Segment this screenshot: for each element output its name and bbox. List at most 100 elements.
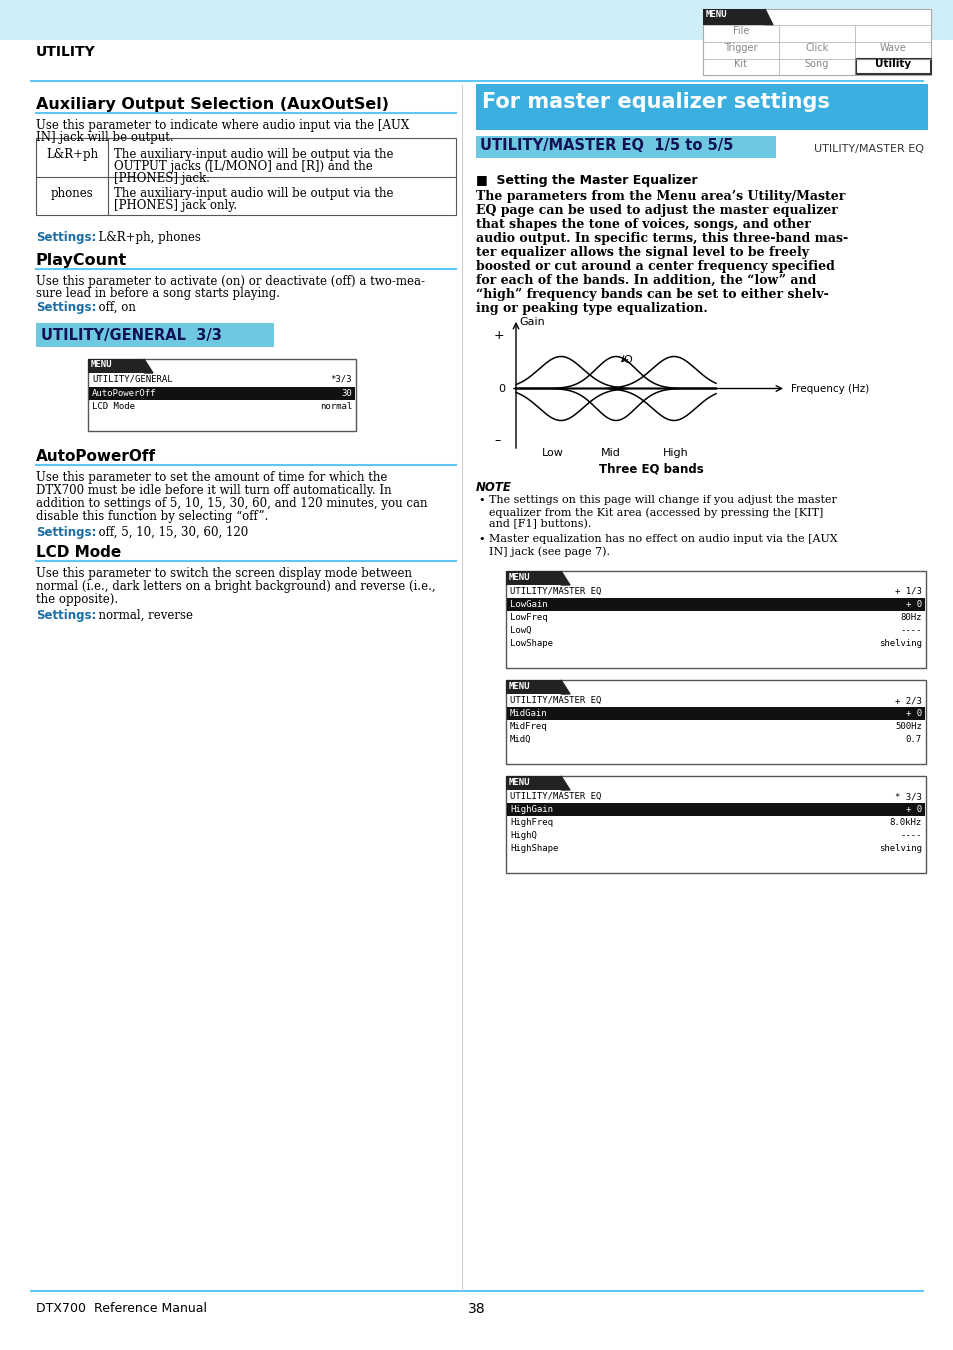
Text: MidGain: MidGain xyxy=(510,709,547,718)
Text: audio output. In specific terms, this three-band mas-: audio output. In specific terms, this th… xyxy=(476,232,847,244)
Text: normal: normal xyxy=(319,402,352,410)
Text: Settings:: Settings: xyxy=(36,526,96,539)
Text: AutoPowerOff: AutoPowerOff xyxy=(91,389,156,398)
Text: MENU: MENU xyxy=(509,778,530,787)
Text: AutoPowerOff: AutoPowerOff xyxy=(36,450,156,464)
Text: 38: 38 xyxy=(468,1301,485,1316)
Text: LowFreq: LowFreq xyxy=(510,613,547,622)
Text: Click: Click xyxy=(804,43,828,53)
Text: LowGain: LowGain xyxy=(510,599,547,609)
Text: ■  Setting the Master Equalizer: ■ Setting the Master Equalizer xyxy=(476,174,697,188)
Text: UTILITY/GENERAL  3/3: UTILITY/GENERAL 3/3 xyxy=(41,328,222,343)
Bar xyxy=(30,1289,923,1292)
Text: Song: Song xyxy=(804,59,828,69)
Text: The auxiliary-input audio will be output via the: The auxiliary-input audio will be output… xyxy=(113,186,393,200)
Text: UTILITY/MASTER EQ: UTILITY/MASTER EQ xyxy=(510,792,600,801)
Bar xyxy=(505,571,925,668)
Text: Use this parameter to switch the screen display mode between: Use this parameter to switch the screen … xyxy=(36,567,412,580)
Text: Auxiliary Output Selection (AuxOutSel): Auxiliary Output Selection (AuxOutSel) xyxy=(36,97,389,112)
Polygon shape xyxy=(560,680,569,694)
Text: Wave: Wave xyxy=(879,43,905,53)
Bar xyxy=(30,80,923,82)
Text: ter equalizer allows the signal level to be freely: ter equalizer allows the signal level to… xyxy=(476,246,808,259)
Text: ----: ---- xyxy=(900,626,921,634)
Text: 0: 0 xyxy=(497,383,504,393)
Text: equalizer from the Kit area (accessed by pressing the [KIT]: equalizer from the Kit area (accessed by… xyxy=(489,508,822,517)
Text: For master equalizer settings: For master equalizer settings xyxy=(481,92,829,112)
Bar xyxy=(476,136,775,158)
Text: High: High xyxy=(662,448,688,458)
Text: Low: Low xyxy=(541,448,563,458)
Bar xyxy=(88,359,144,373)
Text: The parameters from the Menu area’s Utility/Master: The parameters from the Menu area’s Util… xyxy=(476,190,844,202)
Bar xyxy=(0,0,953,40)
Text: UTILITY: UTILITY xyxy=(36,45,95,59)
Polygon shape xyxy=(560,776,569,790)
Text: LowShape: LowShape xyxy=(510,639,553,648)
Text: phones: phones xyxy=(51,186,93,200)
Text: [PHONES] jack only.: [PHONES] jack only. xyxy=(113,198,237,212)
Text: File: File xyxy=(732,26,748,36)
Text: + 2/3: + 2/3 xyxy=(894,697,921,705)
Bar xyxy=(702,9,764,26)
Text: MENU: MENU xyxy=(509,572,530,582)
Text: MENU: MENU xyxy=(705,9,727,19)
Text: *3/3: *3/3 xyxy=(330,375,352,383)
Text: Trigger: Trigger xyxy=(723,43,757,53)
Text: Kit: Kit xyxy=(734,59,747,69)
Text: Settings:: Settings: xyxy=(36,301,96,315)
Bar xyxy=(505,571,560,585)
Text: PlayCount: PlayCount xyxy=(36,252,127,269)
Text: + 0: + 0 xyxy=(905,599,921,609)
Text: LCD Mode: LCD Mode xyxy=(36,545,121,560)
Text: sure lead in before a song starts playing.: sure lead in before a song starts playin… xyxy=(36,288,280,300)
Text: HighFreq: HighFreq xyxy=(510,818,553,828)
Text: 8.0kHz: 8.0kHz xyxy=(889,818,921,828)
Text: “high” frequency bands can be set to either shelv-: “high” frequency bands can be set to eit… xyxy=(476,288,828,301)
Text: The settings on this page will change if you adjust the master: The settings on this page will change if… xyxy=(489,495,836,505)
Text: EQ page can be used to adjust the master equalizer: EQ page can be used to adjust the master… xyxy=(476,204,837,217)
Bar xyxy=(505,680,925,764)
Text: UTILITY/MASTER EQ: UTILITY/MASTER EQ xyxy=(813,144,923,154)
Text: and [F1] buttons).: and [F1] buttons). xyxy=(489,518,591,529)
Text: + 0: + 0 xyxy=(905,805,921,814)
Text: Mid: Mid xyxy=(600,448,620,458)
Text: for each of the bands. In addition, the “low” and: for each of the bands. In addition, the … xyxy=(476,274,816,288)
Text: the opposite).: the opposite). xyxy=(36,593,118,606)
Text: shelving: shelving xyxy=(878,639,921,648)
Bar xyxy=(855,59,930,74)
Text: Use this parameter to indicate where audio input via the [AUX: Use this parameter to indicate where aud… xyxy=(36,119,409,132)
Text: DTX700  Reference Manual: DTX700 Reference Manual xyxy=(36,1301,207,1315)
Text: L&R+ph, phones: L&R+ph, phones xyxy=(91,231,201,244)
Text: HighGain: HighGain xyxy=(510,805,553,814)
Text: addition to settings of 5, 10, 15, 30, 60, and 120 minutes, you can: addition to settings of 5, 10, 15, 30, 6… xyxy=(36,497,427,510)
Bar xyxy=(36,323,274,347)
Text: shelving: shelving xyxy=(878,844,921,853)
Bar xyxy=(505,680,560,694)
Text: MENU: MENU xyxy=(91,360,112,369)
Text: DTX700 must be idle before it will turn off automatically. In: DTX700 must be idle before it will turn … xyxy=(36,485,392,497)
Text: ing or peaking type equalization.: ing or peaking type equalization. xyxy=(476,302,707,315)
Bar xyxy=(88,359,355,431)
Text: Gain: Gain xyxy=(518,317,544,327)
Text: LCD Mode: LCD Mode xyxy=(91,402,135,410)
Text: 80Hz: 80Hz xyxy=(900,613,921,622)
Text: that shapes the tone of voices, songs, and other: that shapes the tone of voices, songs, a… xyxy=(476,217,810,231)
Text: + 1/3: + 1/3 xyxy=(894,587,921,595)
Bar xyxy=(702,9,930,76)
Text: HighShape: HighShape xyxy=(510,844,558,853)
Text: * 3/3: * 3/3 xyxy=(894,792,921,801)
Text: OUTPUT jacks ([L/MONO] and [R]) and the: OUTPUT jacks ([L/MONO] and [R]) and the xyxy=(113,161,373,173)
Text: •: • xyxy=(477,495,484,505)
Text: boosted or cut around a center frequency specified: boosted or cut around a center frequency… xyxy=(476,261,834,273)
Text: MidQ: MidQ xyxy=(510,734,531,744)
Text: Utility: Utility xyxy=(874,59,910,69)
Text: normal (i.e., dark letters on a bright background) and reverse (i.e.,: normal (i.e., dark letters on a bright b… xyxy=(36,580,436,593)
Text: UTILITY/MASTER EQ  1/5 to 5/5: UTILITY/MASTER EQ 1/5 to 5/5 xyxy=(479,138,733,153)
Text: The auxiliary-input audio will be output via the: The auxiliary-input audio will be output… xyxy=(113,148,393,161)
Text: [PHONES] jack.: [PHONES] jack. xyxy=(113,171,210,185)
Bar xyxy=(505,776,925,873)
Text: ----: ---- xyxy=(900,832,921,840)
Text: IN] jack (see page 7).: IN] jack (see page 7). xyxy=(489,545,609,556)
Text: Settings:: Settings: xyxy=(36,231,96,244)
